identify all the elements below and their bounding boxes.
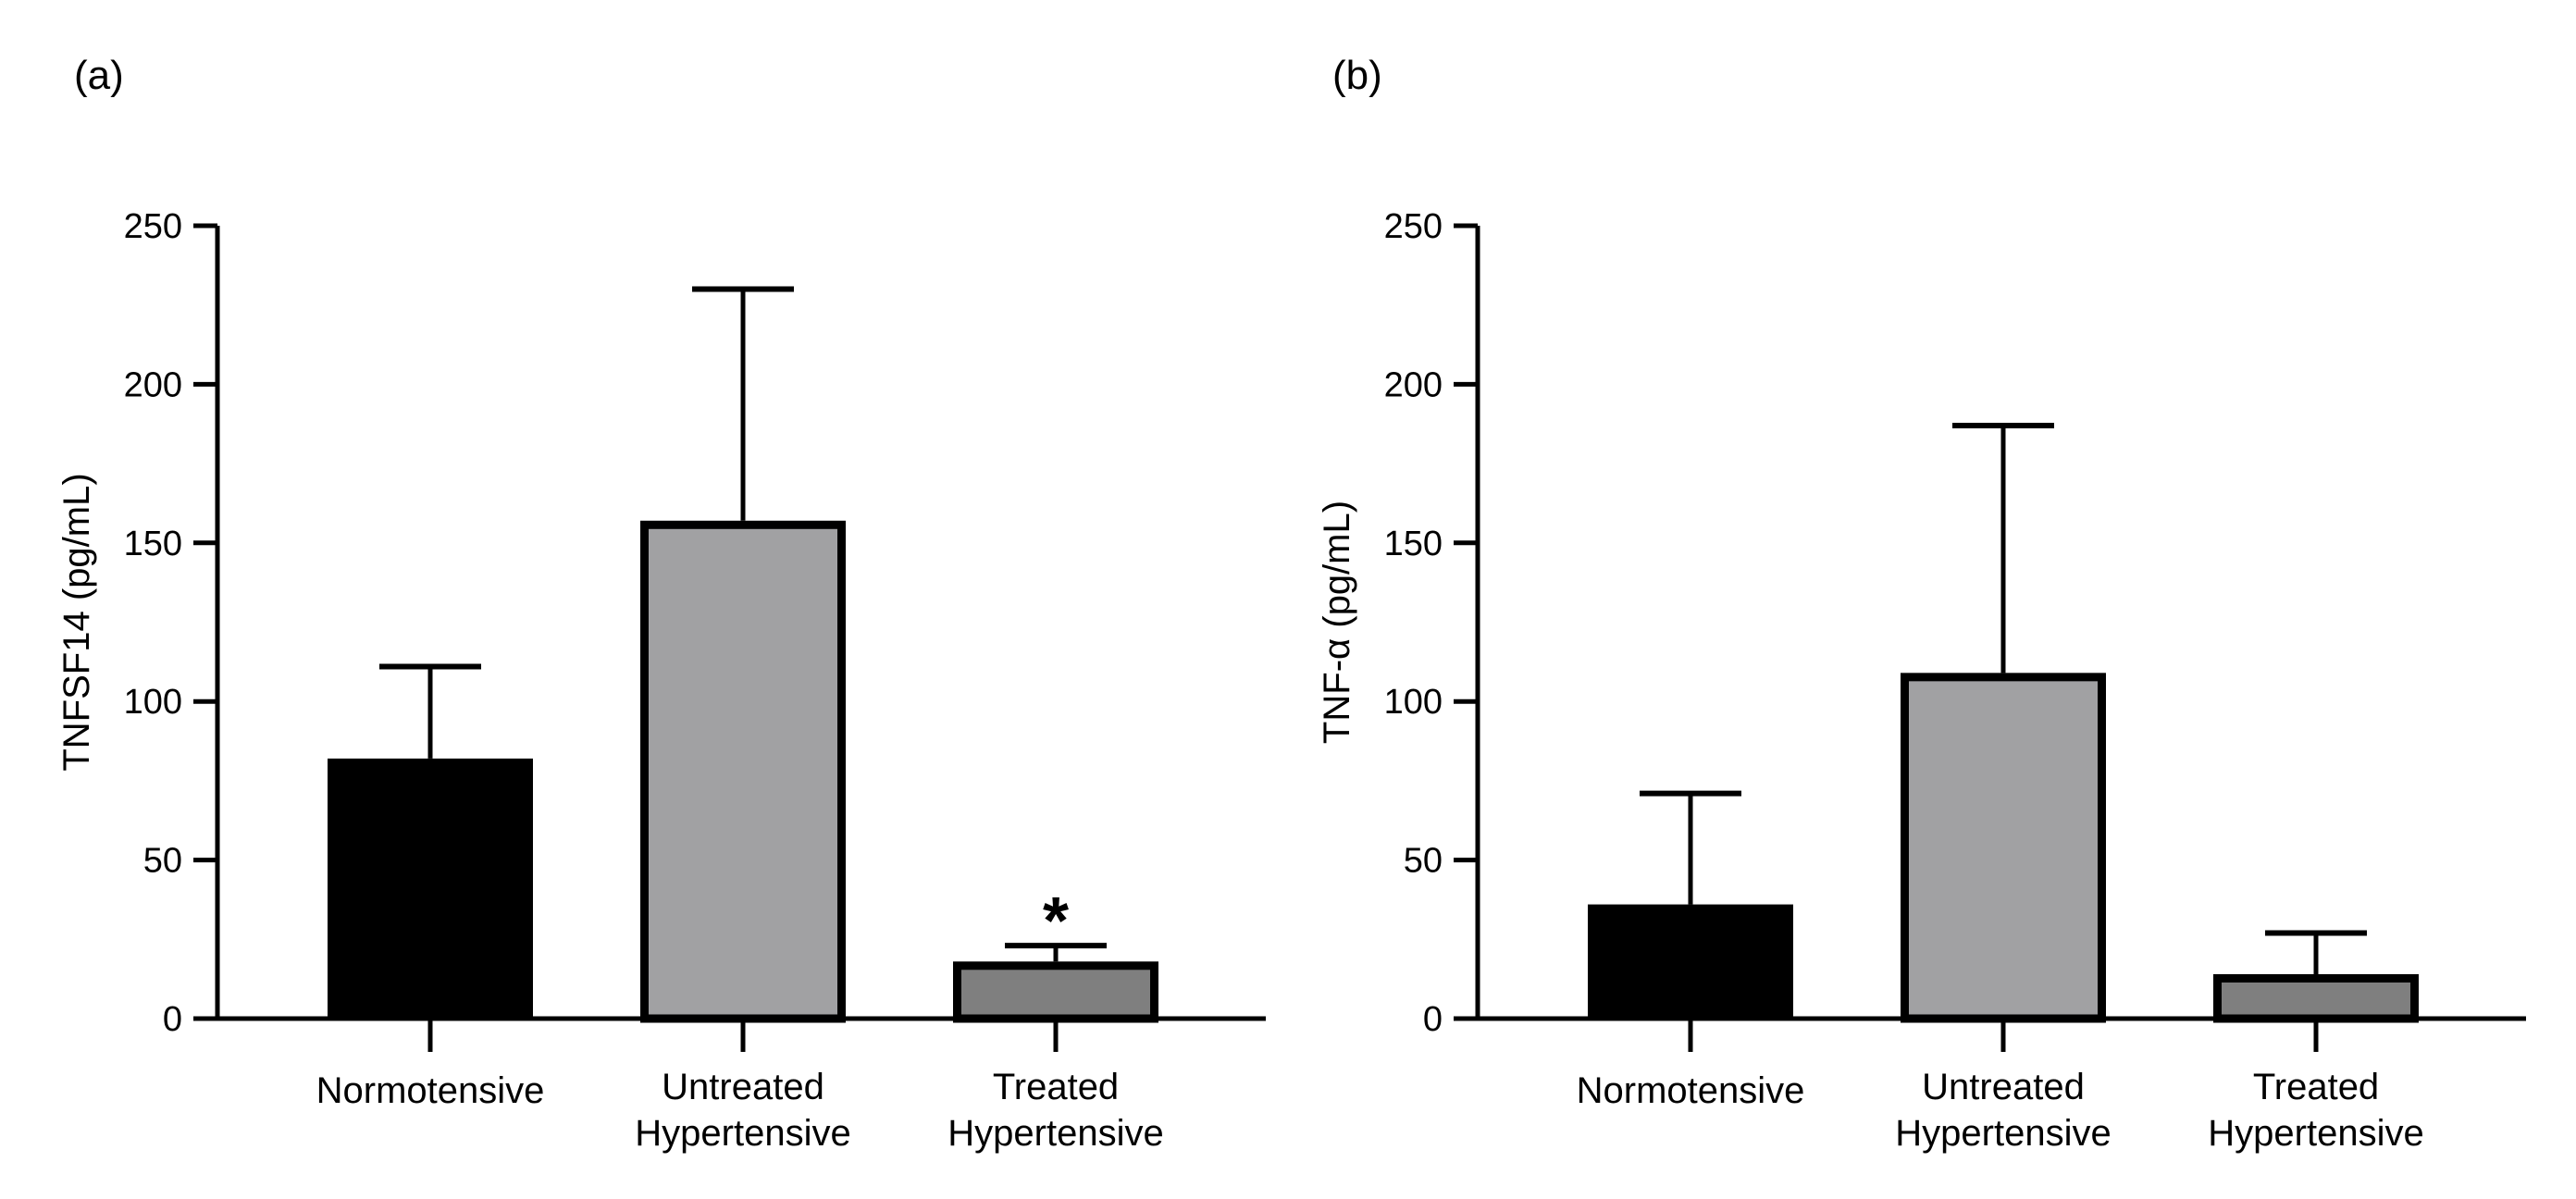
category-label: Untreated (1922, 1067, 2085, 1107)
y-tick-label: 100 (124, 683, 182, 722)
y-tick-label: 150 (124, 525, 182, 563)
y-tick-label: 150 (1384, 525, 1443, 563)
category-label: Hypertensive (1895, 1113, 2111, 1154)
y-tick-label: 250 (124, 207, 182, 246)
y-axis-title: TNF-α (pg/mL) (1317, 501, 1357, 744)
y-tick-label: 0 (1423, 1000, 1443, 1039)
category-label: Hypertensive (947, 1113, 1163, 1154)
bar (2213, 974, 2419, 1023)
bar (640, 520, 846, 1023)
bar (953, 961, 1158, 1023)
panel-a-tnfsf14-chart: (a) TNFSF14 (pg/mL) 0 50 100 150 200 250 Normote… (56, 53, 1266, 1154)
y-tick-label: 250 (1384, 207, 1443, 246)
bar (1901, 673, 2106, 1023)
panel-label: (b) (1332, 53, 1382, 98)
category-label: Hypertensive (2208, 1113, 2423, 1154)
category-label: Treated (993, 1067, 1119, 1107)
bar (1588, 904, 1793, 1019)
category-label: Treated (2253, 1067, 2379, 1107)
category-label: Normotensive (1577, 1070, 1805, 1111)
category-label: Hypertensive (635, 1113, 850, 1154)
y-tick-label: 100 (1384, 683, 1443, 722)
panel-b-tnf-alpha-chart: (b) TNF-α (pg/mL) 0 50 100 150 200 250 Normotens… (1317, 53, 2526, 1154)
y-tick-label: 200 (1384, 365, 1443, 404)
bar (328, 758, 533, 1019)
y-tick-label: 50 (1404, 842, 1443, 881)
y-tick-label: 200 (124, 365, 182, 404)
y-tick-label: 0 (163, 1000, 182, 1039)
category-label: Untreated (662, 1067, 824, 1107)
panel-label: (a) (74, 53, 124, 98)
y-axis-title: TNFSF14 (pg/mL) (56, 473, 97, 771)
y-tick-label: 50 (143, 842, 182, 881)
category-label: Normotensive (316, 1070, 545, 1111)
significance-asterisk: * (1043, 884, 1069, 958)
